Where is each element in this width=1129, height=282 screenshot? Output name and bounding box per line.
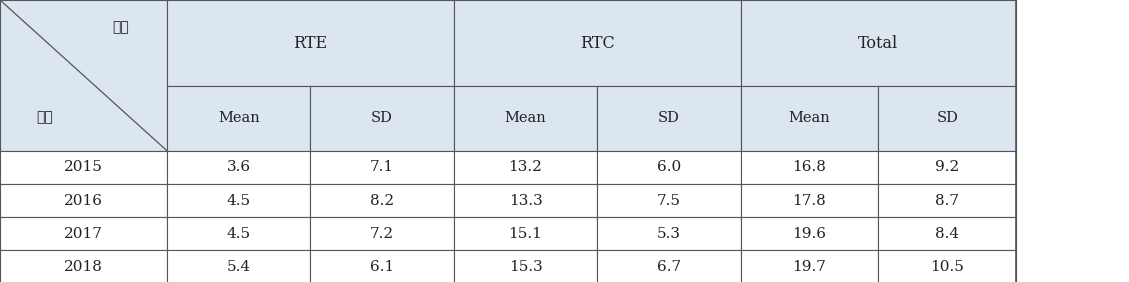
Bar	[597, 151, 741, 184]
Text: 7.1: 7.1	[370, 160, 394, 175]
Bar	[597, 217, 741, 250]
Text: 8.4: 8.4	[935, 227, 960, 241]
Bar	[741, 250, 878, 282]
Text: 15.1: 15.1	[508, 227, 543, 241]
Text: 13.2: 13.2	[508, 160, 543, 175]
Bar	[167, 250, 310, 282]
Bar	[454, 250, 597, 282]
Text: 5.4: 5.4	[227, 260, 251, 274]
Text: Mean: Mean	[505, 111, 546, 125]
Bar	[167, 217, 310, 250]
Text: 5.3: 5.3	[657, 227, 681, 241]
Text: 8.2: 8.2	[370, 193, 394, 208]
Bar	[0, 0, 167, 151]
Text: RTE: RTE	[294, 34, 327, 52]
Text: 6.1: 6.1	[370, 260, 394, 274]
Bar	[167, 151, 310, 184]
Text: 7.2: 7.2	[370, 227, 394, 241]
Bar	[741, 184, 878, 217]
Text: 4.5: 4.5	[227, 227, 251, 241]
Text: 6.0: 6.0	[657, 160, 681, 175]
Text: 7.5: 7.5	[657, 193, 681, 208]
Bar	[878, 250, 1016, 282]
Bar	[310, 184, 454, 217]
Text: Mean: Mean	[789, 111, 830, 125]
Text: RTC: RTC	[580, 34, 614, 52]
Bar	[878, 151, 1016, 184]
Text: 2015: 2015	[64, 160, 103, 175]
Bar	[0, 217, 167, 250]
Text: 2017: 2017	[64, 227, 103, 241]
Text: 10.5: 10.5	[930, 260, 964, 274]
Bar	[310, 217, 454, 250]
Bar	[878, 217, 1016, 250]
Text: 13.3: 13.3	[509, 193, 542, 208]
Text: SD: SD	[658, 111, 680, 125]
Bar	[310, 86, 454, 151]
Bar	[167, 86, 310, 151]
Bar	[597, 184, 741, 217]
Text: SD: SD	[936, 111, 959, 125]
Bar	[878, 86, 1016, 151]
Text: Mean: Mean	[218, 111, 260, 125]
Bar	[167, 0, 454, 86]
Text: 구분: 구분	[112, 20, 129, 34]
Text: 연도: 연도	[37, 111, 53, 125]
Bar	[0, 184, 167, 217]
Bar	[741, 151, 878, 184]
Text: 16.8: 16.8	[793, 160, 826, 175]
Text: 2018: 2018	[64, 260, 103, 274]
Text: 2016: 2016	[64, 193, 103, 208]
Bar	[310, 250, 454, 282]
Text: 3.6: 3.6	[227, 160, 251, 175]
Bar	[741, 0, 1016, 86]
Bar	[878, 184, 1016, 217]
Bar	[0, 151, 167, 184]
Bar	[454, 151, 597, 184]
Bar	[454, 217, 597, 250]
Bar	[741, 86, 878, 151]
Text: 8.7: 8.7	[935, 193, 960, 208]
Bar	[741, 217, 878, 250]
Bar	[0, 250, 167, 282]
Bar	[167, 184, 310, 217]
Text: 4.5: 4.5	[227, 193, 251, 208]
Bar	[310, 151, 454, 184]
Text: 19.7: 19.7	[793, 260, 826, 274]
Bar	[597, 250, 741, 282]
Text: 17.8: 17.8	[793, 193, 826, 208]
Text: Total: Total	[858, 34, 899, 52]
Text: 15.3: 15.3	[509, 260, 542, 274]
Text: 19.6: 19.6	[793, 227, 826, 241]
Text: 6.7: 6.7	[657, 260, 681, 274]
Bar	[454, 184, 597, 217]
Text: 9.2: 9.2	[935, 160, 960, 175]
Text: SD: SD	[371, 111, 393, 125]
Bar	[454, 0, 741, 86]
Bar	[597, 86, 741, 151]
Bar	[454, 86, 597, 151]
